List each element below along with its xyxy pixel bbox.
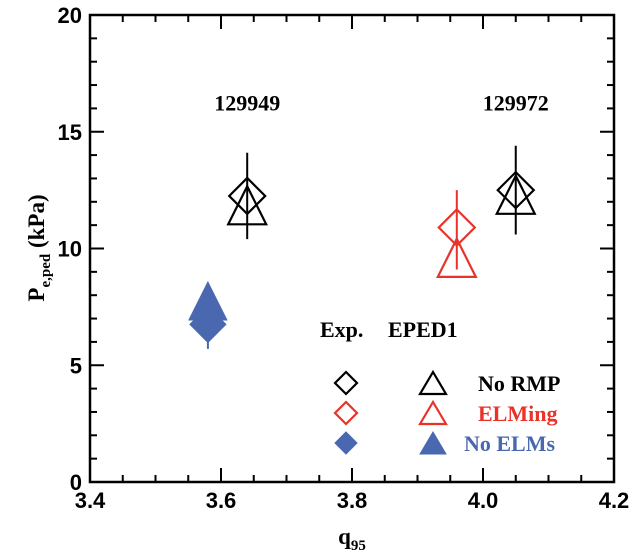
legend-diamond-icon (333, 400, 359, 426)
exp-diamond-marker (437, 207, 477, 248)
axis-ticks (89, 14, 615, 483)
y-tick-label: 20 (58, 3, 82, 28)
legend-entries: No RMP ELMing No ELMs (333, 369, 560, 456)
legend-diamond-icon (334, 431, 358, 455)
legend-triangle-icon (418, 399, 448, 426)
exp-diamond-marker (227, 176, 267, 216)
tick-labels: 3.4 3.6 3.8 4.0 4.2 0 5 10 15 20 (58, 3, 629, 513)
x-tick-label: 3.6 (206, 488, 237, 513)
y-tick-label: 0 (70, 470, 82, 495)
y-axis-title: Pe,ped (kPa) (24, 194, 54, 301)
legend-triangle-icon (418, 369, 448, 396)
y-tick-label: 10 (58, 237, 82, 262)
data-marks (188, 145, 537, 349)
x-tick-label: 4.2 (599, 488, 629, 513)
x-tick-label: 3.8 (337, 488, 368, 513)
legend-triangle-icon (419, 431, 447, 455)
exp-diamond-marker (189, 305, 227, 344)
legend-label: ELMing (478, 401, 557, 426)
legend: Exp. EPED1 No RMP ELMing No ELMs (320, 317, 560, 456)
x-tick-label: 3.4 (75, 488, 106, 513)
shot-annotations: 129949 129972 (214, 91, 549, 116)
shot-number-label: 129972 (483, 91, 549, 116)
x-tick-label: 4.0 (468, 488, 499, 513)
y-tick-label: 5 (70, 353, 82, 378)
shot-number-label: 129949 (214, 91, 280, 116)
eped1-triangle-marker (494, 173, 537, 215)
y-tick-label: 15 (58, 120, 82, 145)
legend-header-eped: EPED1 (388, 317, 458, 342)
eped1-triangle-marker (436, 236, 478, 278)
legend-header-exp: Exp. (320, 317, 363, 342)
legend-label: No ELMs (464, 431, 556, 456)
legend-diamond-icon (333, 370, 359, 396)
exp-diamond-marker (496, 170, 536, 210)
x-axis-title: q95 (338, 524, 366, 552)
legend-label: No RMP (478, 371, 560, 396)
